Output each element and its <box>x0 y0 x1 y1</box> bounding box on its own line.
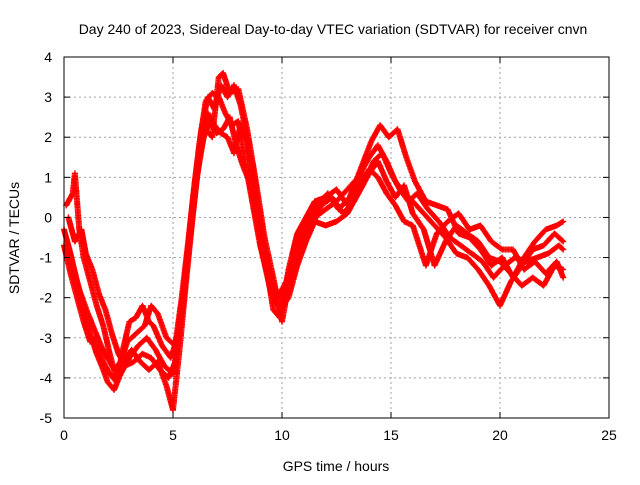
y-tick-label: 4 <box>44 49 52 65</box>
plot-series <box>61 70 566 413</box>
grid <box>64 57 609 418</box>
y-tick-label: 1 <box>44 169 52 185</box>
y-tick-label: -4 <box>40 370 53 386</box>
x-tick-label: 10 <box>274 427 290 443</box>
series-track-5 <box>68 82 567 373</box>
series-markers <box>68 82 567 373</box>
x-tick-label: 20 <box>492 427 508 443</box>
y-tick-label: -1 <box>40 250 53 266</box>
y-tick-label: -5 <box>40 410 53 426</box>
x-tick-label: 15 <box>383 427 399 443</box>
series-track-4 <box>65 110 566 381</box>
x-tick-label: 25 <box>601 427 617 443</box>
y-tick-label: -2 <box>40 290 53 306</box>
series-markers <box>65 110 566 381</box>
y-tick-label: 2 <box>44 129 52 145</box>
y-axis-label: SDTVAR / TECUs <box>6 182 22 294</box>
chart-title: Day 240 of 2023, Sidereal Day-to-day VTE… <box>79 21 588 37</box>
x-axis-label: GPS time / hours <box>283 458 390 474</box>
y-tick-label: 3 <box>44 89 52 105</box>
x-tick-label: 0 <box>60 427 68 443</box>
y-tick-label: 0 <box>44 209 52 225</box>
x-tick-label: 5 <box>169 427 177 443</box>
y-tick-label: -3 <box>40 330 53 346</box>
plot-frame <box>64 57 609 418</box>
